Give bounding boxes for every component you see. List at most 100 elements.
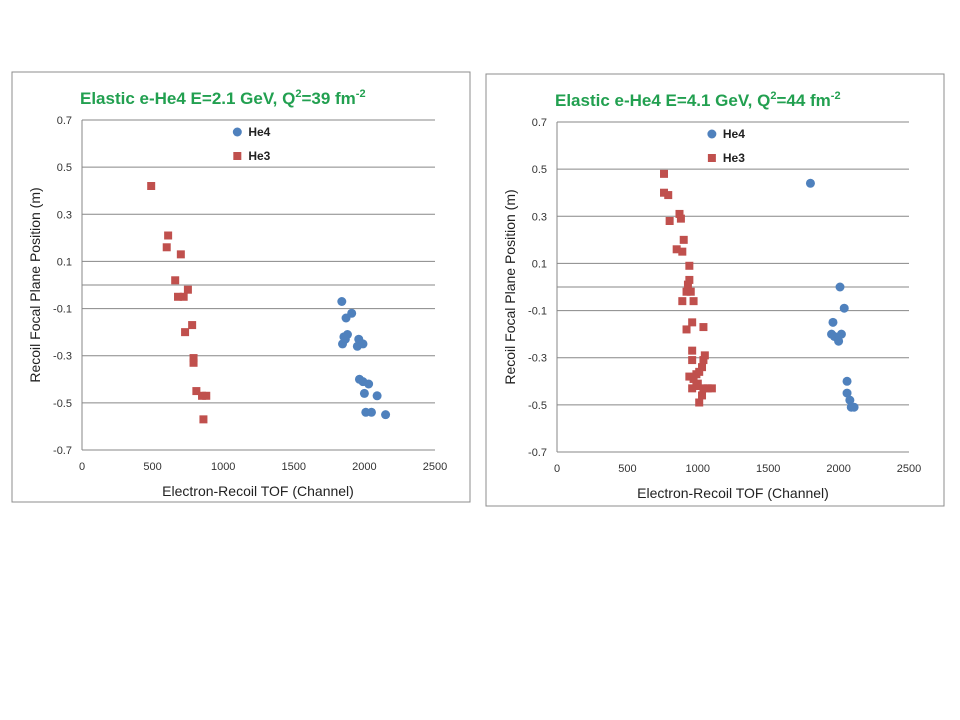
data-point-he4 bbox=[842, 388, 852, 398]
x-tick-labels: 0 500 1000 1500 2000 2500 bbox=[79, 461, 447, 473]
y-axis-label: Recoil Focal Plane Position (m) bbox=[502, 189, 518, 384]
data-point-he3 bbox=[164, 231, 173, 240]
legend-marker-he4 bbox=[232, 127, 242, 137]
x-tick-label: 1500 bbox=[756, 463, 780, 475]
y-tick-label: -0.3 bbox=[528, 353, 547, 365]
x-tick-label: 500 bbox=[143, 461, 161, 473]
data-point-he3 bbox=[675, 209, 684, 218]
chart-title: Elastic e-He4 E=4.1 GeV, Q2=44 fm-2 bbox=[555, 90, 841, 110]
data-point-he3 bbox=[693, 379, 702, 388]
data-point-he3 bbox=[683, 280, 692, 289]
x-tick-label: 0 bbox=[554, 463, 560, 475]
data-point-he3 bbox=[171, 276, 180, 285]
legend-label: He3 bbox=[723, 151, 745, 165]
data-point-he3 bbox=[707, 384, 716, 393]
axes bbox=[81, 120, 435, 450]
data-point-he3 bbox=[685, 275, 694, 284]
x-tick-label: 1000 bbox=[686, 463, 710, 475]
y-tick-label: 0.5 bbox=[57, 162, 72, 174]
data-point-he3 bbox=[181, 328, 190, 337]
legend-marker-he3 bbox=[233, 152, 242, 160]
legend-label: He3 bbox=[248, 149, 270, 163]
y-tick-label: -0.7 bbox=[528, 447, 547, 459]
data-point-he3 bbox=[688, 356, 697, 365]
data-point-he4 bbox=[372, 391, 382, 401]
y-tick-label: -0.5 bbox=[528, 400, 547, 412]
data-point-he4 bbox=[347, 308, 357, 318]
x-tick-label: 1000 bbox=[211, 461, 235, 473]
chart-frame bbox=[485, 73, 945, 507]
data-point-he3 bbox=[676, 214, 685, 223]
axes bbox=[556, 122, 909, 452]
y-tick-label: -0.1 bbox=[53, 304, 72, 316]
y-tick-label: 0.7 bbox=[57, 115, 72, 127]
data-point-he3 bbox=[189, 358, 198, 367]
grid-lines bbox=[557, 121, 909, 453]
x-axis-label: Electron-Recoil TOF (Channel) bbox=[637, 485, 829, 501]
chart-frame bbox=[11, 71, 471, 503]
data-point-he3 bbox=[179, 292, 188, 301]
x-tick-label: 2500 bbox=[897, 463, 921, 475]
x-tick-label: 1500 bbox=[282, 461, 306, 473]
data-point-he3 bbox=[698, 391, 707, 400]
data-point-he4 bbox=[845, 395, 855, 405]
data-point-he3 bbox=[699, 356, 708, 365]
data-point-he3 bbox=[678, 247, 687, 256]
y-tick-label: 0.3 bbox=[532, 211, 547, 223]
data-point-he3 bbox=[189, 354, 198, 363]
data-points bbox=[660, 169, 859, 412]
data-point-he3 bbox=[198, 391, 207, 400]
data-point-he3 bbox=[202, 391, 211, 400]
data-point-he4 bbox=[849, 402, 859, 412]
data-point-he4 bbox=[836, 329, 846, 339]
chart-2: Elastic e-He4 E=4.1 GeV, Q2=44 fm-2 0.70… bbox=[485, 73, 945, 507]
data-point-he3 bbox=[698, 363, 707, 372]
data-point-he3 bbox=[700, 351, 709, 360]
data-point-he3 bbox=[176, 250, 185, 259]
data-point-he4 bbox=[358, 339, 368, 349]
data-point-he4 bbox=[835, 282, 845, 292]
data-point-he3 bbox=[703, 384, 712, 393]
x-tick-label: 2000 bbox=[352, 461, 376, 473]
x-tick-label: 0 bbox=[79, 461, 85, 473]
data-point-he3 bbox=[688, 318, 697, 327]
x-tick-label: 2500 bbox=[423, 461, 447, 473]
y-tick-label: -0.5 bbox=[53, 398, 72, 410]
y-tick-labels: 0.7 0.5 0.3 0.1 -0.1 -0.3 -0.5 -0.7 bbox=[528, 117, 547, 459]
y-tick-label: 0.5 bbox=[532, 164, 547, 176]
data-point-he4 bbox=[366, 407, 376, 417]
data-point-he3 bbox=[174, 292, 183, 301]
data-point-he4 bbox=[842, 376, 852, 386]
data-point-he3 bbox=[688, 384, 697, 393]
data-point-he3 bbox=[665, 217, 674, 225]
legend-label: He4 bbox=[723, 127, 745, 141]
data-point-he3 bbox=[695, 398, 704, 407]
legend-marker-he4 bbox=[707, 129, 717, 139]
data-point-he3 bbox=[686, 287, 695, 296]
y-tick-label: -0.7 bbox=[53, 445, 72, 457]
data-point-he3 bbox=[699, 384, 708, 393]
data-point-he4 bbox=[839, 303, 849, 313]
data-point-he4 bbox=[364, 379, 374, 389]
chart-title: Elastic e-He4 E=2.1 GeV, Q2=39 fm-2 bbox=[80, 88, 366, 108]
y-tick-label: 0.1 bbox=[532, 258, 547, 270]
y-axis-label: Recoil Focal Plane Position (m) bbox=[27, 187, 43, 382]
data-point-he3 bbox=[660, 188, 669, 197]
data-point-he3 bbox=[679, 235, 688, 244]
data-point-he3 bbox=[678, 297, 687, 306]
data-point-he4 bbox=[340, 334, 350, 344]
y-tick-label: 0.1 bbox=[57, 256, 72, 268]
data-point-he4 bbox=[834, 336, 844, 346]
x-tick-label: 500 bbox=[618, 463, 636, 475]
legend-label: He4 bbox=[248, 125, 270, 139]
y-tick-label: 0.3 bbox=[57, 209, 72, 221]
data-point-he3 bbox=[688, 346, 697, 355]
data-point-he3 bbox=[162, 243, 171, 252]
x-axis-label: Electron-Recoil TOF (Channel) bbox=[162, 483, 354, 499]
y-tick-label: -0.1 bbox=[528, 306, 547, 318]
data-point-he3 bbox=[689, 374, 698, 383]
data-point-he4 bbox=[805, 178, 815, 188]
data-point-he3 bbox=[664, 191, 673, 200]
legend-marker-he3 bbox=[707, 154, 716, 162]
